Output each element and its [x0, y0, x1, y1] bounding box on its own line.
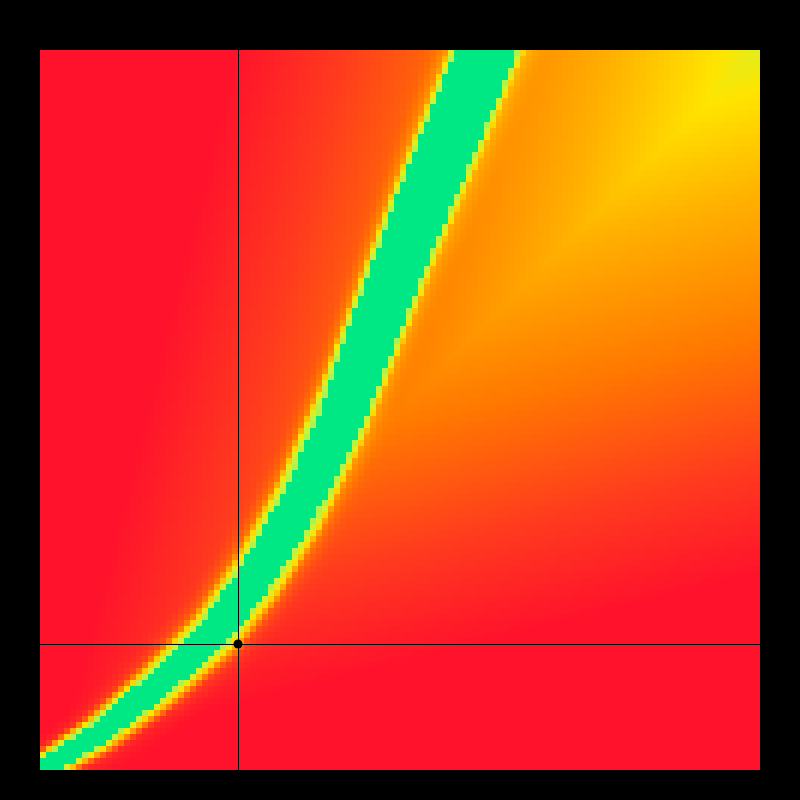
heatmap-canvas [0, 0, 800, 800]
bottleneck-heatmap-stage: TheBottlenecker.com [0, 0, 800, 800]
